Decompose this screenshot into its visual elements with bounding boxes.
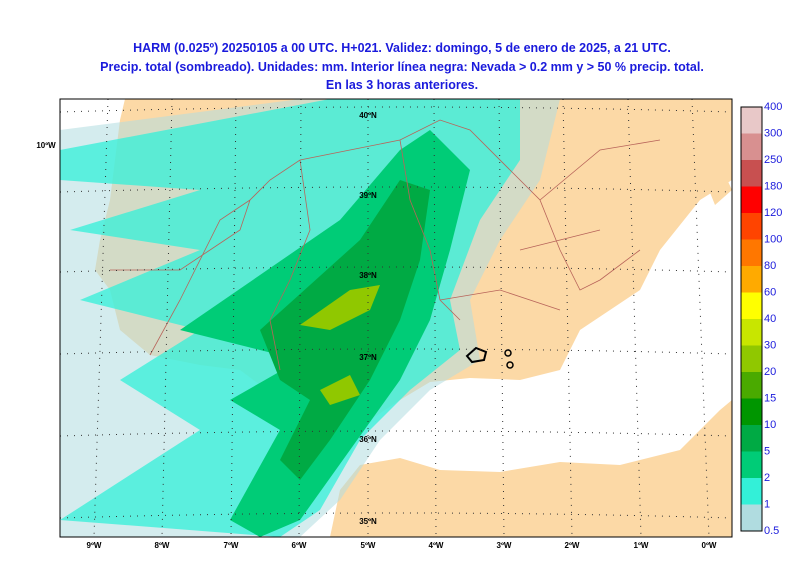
colorbar-swatch xyxy=(741,160,762,187)
colorbar-label: 5 xyxy=(764,445,770,457)
colorbar-swatch xyxy=(741,133,762,160)
colorbar-label: 120 xyxy=(764,207,782,219)
land xyxy=(705,175,732,205)
lat-label: 38ºN xyxy=(359,271,377,280)
colorbar-label: 100 xyxy=(764,233,782,245)
colorbar-label: 300 xyxy=(764,127,782,139)
colorbar-swatch xyxy=(741,398,762,425)
colorbar-swatch xyxy=(741,186,762,213)
colorbar-label: 15 xyxy=(764,392,776,404)
colorbar-swatch xyxy=(741,504,762,531)
lon-label: 10ºW xyxy=(36,141,56,150)
colorbar-label: 80 xyxy=(764,260,776,272)
lat-label: 36ºN xyxy=(359,435,377,444)
colorbar-label: 60 xyxy=(764,286,776,298)
colorbar-swatch xyxy=(741,266,762,293)
colorbar-label: 400 xyxy=(764,101,782,113)
colorbar-swatch xyxy=(741,451,762,478)
colorbar-label: 30 xyxy=(764,339,776,351)
colorbar-label: 0.5 xyxy=(764,525,779,537)
lon-label: 2ºW xyxy=(565,541,580,550)
colorbar-label: 20 xyxy=(764,366,776,378)
land xyxy=(330,400,732,537)
lon-label: 0ºW xyxy=(702,541,717,550)
colorbar-label: 10 xyxy=(764,419,776,431)
colorbar: 400 300 250 180 120 100 80 60 40 30 20 15 10 5 2 1 0.5 xyxy=(740,101,782,537)
lat-label: 35ºN xyxy=(359,517,377,526)
colorbar-label: 250 xyxy=(764,154,782,166)
colorbar-swatch xyxy=(741,239,762,266)
map: 40ºN 39ºN 38ºN 37ºN 36ºN 35ºN xyxy=(60,99,732,537)
colorbar-swatch xyxy=(741,213,762,240)
colorbar-swatch xyxy=(741,425,762,452)
lon-label: 4ºW xyxy=(429,541,444,550)
lon-label: 6ºW xyxy=(292,541,307,550)
colorbar-label: 2 xyxy=(764,472,770,484)
colorbar-swatch xyxy=(741,372,762,399)
colorbar-swatch xyxy=(741,292,762,319)
snow-contour xyxy=(465,346,488,364)
map-frame xyxy=(59,98,733,538)
colorbar-frame xyxy=(740,106,763,532)
border xyxy=(110,119,661,371)
colorbar-label: 180 xyxy=(764,180,782,192)
precip xyxy=(60,99,560,537)
lon-labels: 9ºW 8ºW 7ºW 6ºW 5ºW 4ºW 3ºW 2ºW 1ºW 0ºW xyxy=(87,541,717,550)
colorbar-swatch xyxy=(741,478,762,505)
lon-label: 7ºW xyxy=(224,541,239,550)
lon-label: 9ºW xyxy=(87,541,102,550)
colorbar-swatch xyxy=(741,319,762,346)
colorbar-swatch xyxy=(741,107,762,134)
snow-contour xyxy=(506,361,514,369)
title-line: HARM (0.025º) 20250105 a 00 UTC. H+021. … xyxy=(133,41,671,55)
lat-label: 40ºN xyxy=(359,111,377,120)
title-line: Precip. total (sombreado). Unidades: mm.… xyxy=(100,60,704,74)
colorbar-swatch xyxy=(741,345,762,372)
lat-label: 37ºN xyxy=(359,353,377,362)
title-line: En las 3 horas anteriores. xyxy=(326,78,478,92)
lon-label: 8ºW xyxy=(155,541,170,550)
lat-label: 39ºN xyxy=(359,191,377,200)
snow-contour xyxy=(504,349,512,357)
lon-label: 3ºW xyxy=(497,541,512,550)
lon-label: 5ºW xyxy=(361,541,376,550)
lon-label: 1ºW xyxy=(634,541,649,550)
colorbar-label: 1 xyxy=(764,498,770,510)
colorbar-label: 40 xyxy=(764,313,776,325)
